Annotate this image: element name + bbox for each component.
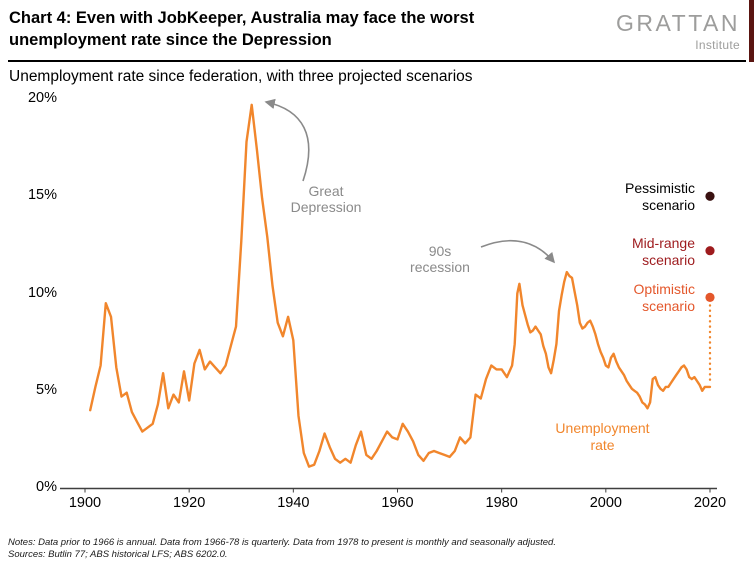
y-axis-tick-label: 20%	[27, 90, 57, 106]
grattan-wordmark: GRATTAN	[616, 10, 740, 36]
header-accent-strip	[749, 0, 754, 62]
pessimistic-scenario-dot	[705, 191, 715, 201]
unemployment-rate-line	[88, 103, 712, 468]
y-axis-tick-label: 5%	[36, 381, 57, 398]
chart-title-line2: unemployment rate since the Depression	[9, 30, 332, 49]
nineties-recession-arrow	[480, 239, 556, 264]
great-depression-arrow	[264, 98, 310, 182]
x-axis-tick-label: 1900	[68, 495, 102, 511]
mid-range-scenario-label: Mid-range scenario	[631, 234, 695, 268]
x-axis-tick-label: 1920	[173, 495, 206, 511]
great-depression-annotation: Great Depression	[290, 183, 362, 216]
optimistic-scenario-dot	[705, 292, 715, 302]
pessimistic-scenario-label: Pessimistic scenario	[624, 180, 695, 214]
y-axis-tick-label: 0%	[36, 479, 57, 495]
x-axis-ticks	[84, 488, 711, 493]
x-axis-tick-label: 1940	[277, 495, 310, 511]
x-axis-tick-label: 2000	[589, 495, 622, 511]
optimistic-scenario-label: Optimistic scenario	[633, 281, 695, 315]
grattan-institute-label: Institute	[695, 38, 740, 52]
mid-range-scenario-dot	[705, 246, 715, 256]
chart-title: Chart 4: Even with JobKeeper, Australia …	[9, 8, 474, 52]
x-axis-tick-label: 2020	[693, 495, 727, 511]
grattan-logo: GRATTAN Institute	[616, 10, 740, 52]
unemployment-rate-label: Unemployment rate	[555, 420, 650, 453]
header-divider	[8, 60, 746, 62]
x-axis-tick-label: 1980	[485, 495, 518, 511]
chart-notes: Notes: Data prior to 1966 is annual. Dat…	[8, 537, 556, 548]
x-axis-tick-label: 1960	[381, 495, 414, 511]
chart-subtitle: Unemployment rate since federation, with…	[9, 68, 473, 85]
chart-sources: Sources: Butlin 77; ABS historical LFS; …	[8, 549, 228, 560]
chart-title-line1: Chart 4: Even with JobKeeper, Australia …	[9, 9, 475, 27]
y-axis-tick-label: 15%	[27, 187, 57, 204]
nineties-recession-annotation: 90s recession	[410, 243, 470, 276]
y-axis-tick-label: 10%	[27, 284, 57, 301]
